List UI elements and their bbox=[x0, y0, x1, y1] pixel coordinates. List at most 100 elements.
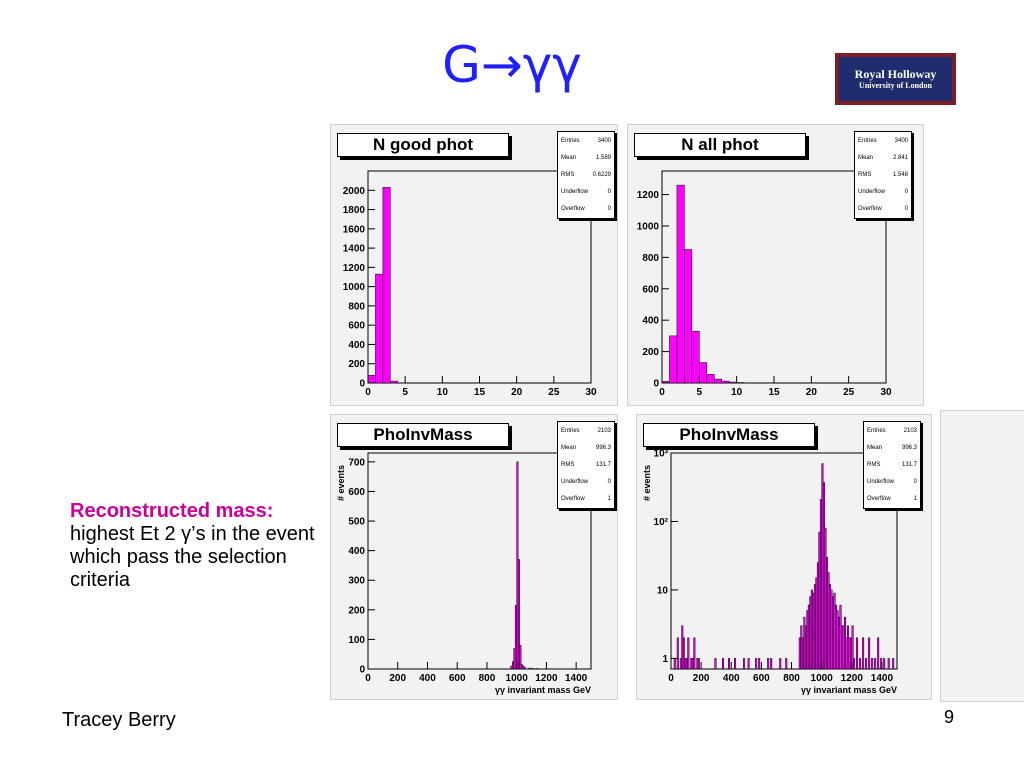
histogram-bin bbox=[883, 658, 886, 670]
histogram-bin bbox=[877, 637, 880, 670]
histogram-bin bbox=[714, 378, 722, 384]
y-tick-label: 1200 bbox=[343, 263, 366, 274]
stats-underflow: Underflow 0 bbox=[858, 188, 908, 195]
y-tick-label: 0 bbox=[359, 665, 365, 676]
histogram-bin bbox=[862, 637, 865, 670]
y-tick-label: 0 bbox=[359, 379, 365, 390]
y-tick-label: 2000 bbox=[343, 186, 366, 197]
histogram-bin bbox=[676, 637, 679, 670]
x-tick-label: 30 bbox=[585, 387, 597, 398]
histogram-bin bbox=[684, 249, 693, 384]
caption: Reconstructed mass: highest Et 2 γ’s in … bbox=[70, 500, 340, 592]
stats-mean: Mean 1.589 bbox=[561, 154, 611, 161]
x-tick-label: 15 bbox=[768, 387, 780, 398]
histogram-bin bbox=[673, 658, 676, 670]
plot-frame bbox=[670, 452, 898, 670]
histogram-bin bbox=[853, 658, 856, 670]
histogram-bin bbox=[734, 658, 737, 670]
y-tick-label: 800 bbox=[348, 301, 365, 312]
histogram-bin bbox=[531, 667, 534, 670]
logo-line-1: Royal Holloway bbox=[854, 66, 937, 81]
x-tick-label: 30 bbox=[880, 387, 892, 398]
histogram-bin bbox=[687, 637, 690, 670]
x-tick-label: 1200 bbox=[841, 673, 864, 684]
stats-overflow: Overflow 1 bbox=[561, 495, 611, 502]
x-tick-label: 1400 bbox=[565, 673, 588, 684]
stats-underflow: Underflow 0 bbox=[867, 478, 917, 485]
x-tick-label: 25 bbox=[843, 387, 855, 398]
histogram-bin bbox=[871, 658, 874, 670]
x-tick-label: 400 bbox=[419, 673, 436, 684]
histogram-bin bbox=[785, 658, 788, 670]
y-tick-label: 1400 bbox=[343, 244, 366, 255]
histogram-bin bbox=[743, 658, 746, 670]
page-number: 9 bbox=[944, 707, 955, 727]
histogram-bin bbox=[382, 187, 391, 384]
histogram-bin bbox=[887, 658, 890, 670]
x-tick-label: 5 bbox=[697, 387, 703, 398]
histogram-bin bbox=[721, 658, 724, 670]
histogram-bin bbox=[865, 658, 868, 670]
histogram-bin bbox=[859, 658, 862, 670]
y-tick-label: 1000 bbox=[343, 282, 366, 293]
histogram-bin bbox=[535, 668, 538, 670]
stats-rms: RMS 131.7 bbox=[867, 461, 917, 468]
histogram-title: N good phot bbox=[337, 133, 509, 157]
histogram-phoinvmass-log: 0 200 400 600 800 1000 1200 1400 1 10 10² 10³ γγ inv… bbox=[642, 449, 898, 695]
x-tick-label: 800 bbox=[479, 673, 496, 684]
x-tick-label: 20 bbox=[511, 387, 523, 398]
stats-entries: Entries 2103 bbox=[867, 427, 917, 434]
x-tick-label: 400 bbox=[723, 673, 740, 684]
histogram-bin bbox=[755, 658, 758, 670]
x-tick-label: 0 bbox=[668, 673, 674, 684]
histogram-title: PhoInvMass bbox=[643, 423, 815, 447]
histogram-bin bbox=[747, 658, 750, 670]
histogram-bin bbox=[856, 637, 859, 670]
caption-body: highest Et 2 γ’s in the event which pass… bbox=[70, 523, 315, 591]
histogram-n-all-phot: 0 5 10 15 20 25 30 0 200 400 600 800 1000 1200 bbox=[637, 170, 892, 398]
y-tick-label: 1800 bbox=[343, 205, 366, 216]
x-tick-label: 1400 bbox=[871, 673, 894, 684]
histogram-bin bbox=[693, 637, 696, 670]
stats-rms: RMS 0.6229 bbox=[561, 171, 611, 178]
x-axis-label: γγ invariant mass GeV bbox=[495, 685, 591, 695]
stats-mean: Mean 996.3 bbox=[561, 444, 611, 451]
stats-box: Entries 2103 Mean 996.3 RMS 131.7 Underflow… bbox=[863, 421, 921, 509]
y-tick-label: 600 bbox=[642, 284, 659, 295]
x-tick-label: 600 bbox=[449, 673, 466, 684]
histogram-bin bbox=[868, 637, 871, 670]
histogram-bin bbox=[851, 625, 854, 670]
x-tick-label: 1200 bbox=[535, 673, 558, 684]
stats-overflow: Overflow 0 bbox=[561, 205, 611, 212]
y-tick-label: 200 bbox=[642, 347, 659, 358]
histogram-bin bbox=[519, 645, 522, 670]
stats-underflow: Underflow 0 bbox=[561, 188, 611, 195]
y-tick-label: 400 bbox=[348, 546, 365, 557]
histogram-bin bbox=[728, 658, 731, 670]
histogram-title: PhoInvMass bbox=[337, 423, 509, 447]
stats-rms: RMS 131.7 bbox=[561, 461, 611, 468]
histogram-panel-phoinvmass-linear: 0 200 400 600 800 1000 1200 1400 0 100 200 300 400 50… bbox=[330, 414, 618, 700]
y-tick-label: 600 bbox=[348, 487, 365, 498]
histogram-bin bbox=[390, 380, 398, 384]
footer-author: Tracey Berry bbox=[62, 709, 176, 731]
histogram-bin bbox=[669, 335, 678, 384]
stats-entries: Entries 3400 bbox=[561, 137, 611, 144]
histogram-bin bbox=[691, 330, 700, 384]
stats-box: Entries 3400 Mean 1.589 RMS 0.6229 Underflo… bbox=[557, 131, 615, 219]
x-tick-label: 0 bbox=[659, 387, 665, 398]
logo-line-2: University of London bbox=[859, 80, 932, 90]
stats-box: Entries 3400 Mean 2.841 RMS 1.548 Underflow… bbox=[854, 131, 912, 219]
x-tick-label: 1000 bbox=[811, 673, 834, 684]
histogram-bin bbox=[706, 374, 715, 384]
y-tick-label: 400 bbox=[642, 316, 659, 327]
y-tick-label: 1600 bbox=[343, 224, 366, 235]
y-tick-label: 0 bbox=[653, 379, 659, 390]
x-tick-label: 0 bbox=[365, 673, 371, 684]
x-tick-label: 200 bbox=[693, 673, 710, 684]
y-tick-label: 1000 bbox=[637, 221, 660, 232]
x-tick-label: 20 bbox=[806, 387, 818, 398]
y-tick-label: 100 bbox=[348, 635, 365, 646]
histogram-bin bbox=[523, 667, 526, 670]
x-axis-label: γγ invariant mass GeV bbox=[801, 685, 897, 695]
